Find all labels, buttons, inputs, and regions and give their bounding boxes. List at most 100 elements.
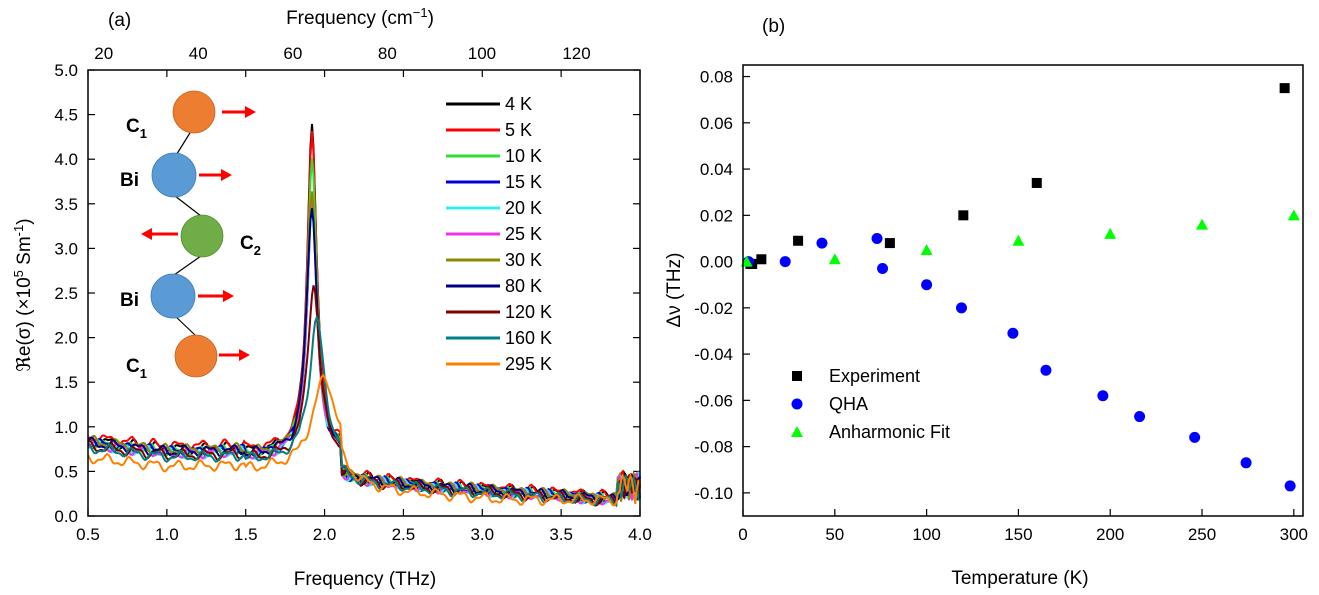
y-tick-label-a: 3.5 xyxy=(54,195,78,214)
legend-label: 120 K xyxy=(505,302,552,322)
x-tick-label-b: 300 xyxy=(1280,525,1308,544)
x-tick-label-a: 3.0 xyxy=(470,525,494,544)
legend-label: 295 K xyxy=(505,354,552,374)
spectrum-line xyxy=(87,373,641,507)
x-tick-label-a: 2.5 xyxy=(392,525,416,544)
legend-label: 4 K xyxy=(505,94,532,114)
y-tick-label-b: -0.08 xyxy=(694,438,733,457)
y-axis-title-b: Δν (THz) xyxy=(664,253,685,328)
data-point xyxy=(920,244,933,256)
data-point xyxy=(1189,431,1201,443)
x-tick-label-a: 4.0 xyxy=(628,525,652,544)
y-tick-label-b: 0.02 xyxy=(700,206,733,225)
c1-bottom-atom xyxy=(174,334,218,378)
data-point xyxy=(958,210,969,221)
legend-label: 160 K xyxy=(505,328,552,348)
data-point xyxy=(1007,327,1019,339)
bi-top-atom xyxy=(151,152,197,198)
bi-top-label: Bi xyxy=(120,170,139,191)
c1-bottom-label: C1 xyxy=(126,356,147,381)
data-point xyxy=(884,238,895,249)
legend-b: Experiment QHA Anharmonic Fit xyxy=(791,366,950,442)
data-point xyxy=(793,235,804,246)
data-point xyxy=(1284,480,1296,492)
spectrum-line xyxy=(87,314,641,507)
x-tick-label-b: 200 xyxy=(1096,525,1124,544)
x-tick-label-b: 0 xyxy=(738,525,747,544)
y-tick-label-a: 2.5 xyxy=(54,284,78,303)
c1-top-label: C1 xyxy=(126,116,147,141)
y-tick-label-b: 0.08 xyxy=(700,68,733,87)
y-axis-title-a: ℜe(σ) (×105 Sm-1) xyxy=(11,218,35,371)
x-tick-label-a: 3.5 xyxy=(549,525,573,544)
c2-atom xyxy=(180,214,224,258)
top-x-tick-label: 100 xyxy=(468,44,496,63)
panel-b-label: (b) xyxy=(762,16,785,37)
data-point xyxy=(871,232,883,244)
data-point xyxy=(1031,177,1042,188)
y-tick-label-a: 1.5 xyxy=(54,373,78,392)
legend-label: 30 K xyxy=(505,250,542,270)
legend-label: 5 K xyxy=(505,120,532,140)
data-point xyxy=(877,263,889,275)
data-point xyxy=(921,279,933,291)
legend-label: Experiment xyxy=(829,366,920,386)
y-tick-label-b: -0.02 xyxy=(694,299,733,318)
x-tick-label-b: 150 xyxy=(1004,525,1032,544)
data-point xyxy=(1240,457,1252,469)
y-tick-label-b: 0.06 xyxy=(700,114,733,133)
legend-label: QHA xyxy=(829,394,868,414)
data-point xyxy=(816,237,828,249)
axis-ticks-a: 0.5 1.0 1.5 2.0 2.5 3.0 3.5 4.00.00.51.01.52.02… xyxy=(54,44,651,544)
y-tick-label-a: 5.0 xyxy=(54,61,78,80)
data-point xyxy=(756,254,767,265)
spectrum-line xyxy=(87,191,641,504)
legend-label: 10 K xyxy=(505,146,542,166)
y-tick-label-b: 0.00 xyxy=(700,253,733,272)
y-tick-label-a: 1.0 xyxy=(54,418,78,437)
data-point xyxy=(1040,364,1052,376)
top-x-tick-label: 20 xyxy=(94,44,113,63)
legend-label: 15 K xyxy=(505,172,542,192)
top-x-tick-label: 120 xyxy=(562,44,590,63)
legend-label: 25 K xyxy=(505,224,542,244)
y-tick-label-b: -0.04 xyxy=(694,345,733,364)
axis-ticks-b: 0 50 100 150 200 250 300 0.08 0.06 0.04 0.02 0.00 -0… xyxy=(694,68,1308,544)
data-point xyxy=(1012,234,1025,246)
y-tick-label-a: 0.0 xyxy=(54,507,78,526)
data-point xyxy=(779,256,791,268)
top-x-axis-title: Frequency (cm−1) xyxy=(286,5,434,29)
bond xyxy=(173,255,202,276)
bond xyxy=(174,195,202,217)
legend-marker xyxy=(791,398,803,410)
c2-label: C2 xyxy=(240,233,261,258)
x-tick-label-a: 0.5 xyxy=(76,525,100,544)
data-point xyxy=(1097,390,1109,402)
data-point xyxy=(828,253,841,265)
y-tick-label-a: 3.0 xyxy=(54,239,78,258)
panel-b: (b) Temperature (K) Δν (THz) 0 50 100 150 20… xyxy=(664,16,1308,589)
top-x-tick-label: 80 xyxy=(378,44,397,63)
data-point xyxy=(955,302,967,314)
x-tick-label-a: 1.0 xyxy=(155,525,179,544)
y-tick-label-b: -0.06 xyxy=(694,391,733,410)
data-point xyxy=(1287,209,1300,221)
legend-marker xyxy=(791,426,803,437)
top-x-tick-label: 60 xyxy=(283,44,302,63)
x-tick-label-b: 250 xyxy=(1188,525,1216,544)
legend-label: Anharmonic Fit xyxy=(829,422,950,442)
legend-label: 20 K xyxy=(505,198,542,218)
legend-label: 80 K xyxy=(505,276,542,296)
y-tick-label-b: 0.04 xyxy=(700,160,733,179)
data-point xyxy=(1196,218,1209,230)
x-tick-label-b: 100 xyxy=(912,525,940,544)
plot-frame-b xyxy=(742,64,1304,517)
data-point xyxy=(1279,83,1290,94)
x-tick-label-a: 1.5 xyxy=(234,525,258,544)
bi-bottom-atom xyxy=(150,273,196,319)
panel-a: (a) Frequency (cm−1) Frequency (THz) ℜe(… xyxy=(11,5,652,590)
x-axis-title-b: Temperature (K) xyxy=(951,568,1088,589)
y-tick-label-a: 4.0 xyxy=(54,150,78,169)
data-point xyxy=(1104,227,1117,239)
